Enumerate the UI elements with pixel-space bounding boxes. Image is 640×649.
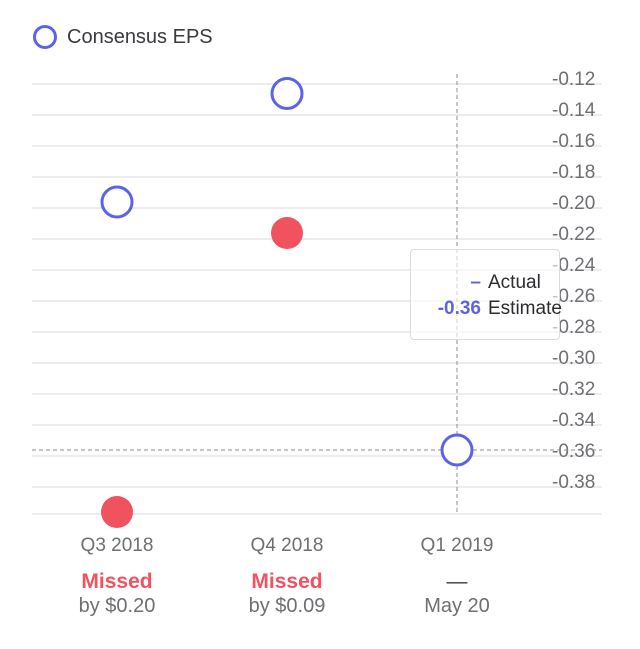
earnings-status: —	[446, 570, 468, 593]
x-category-q1-2019[interactable]: Q1 2019 — May 20	[367, 535, 547, 618]
y-tick-label: -0.18	[552, 162, 595, 183]
y-tick-label: -0.12	[552, 69, 595, 90]
x-category-q4-2018[interactable]: Q4 2018 Missed by $0.09	[197, 535, 377, 618]
actual-point	[101, 496, 133, 528]
x-category-q3-2018[interactable]: Q3 2018 Missed by $0.20	[27, 535, 207, 618]
tooltip-actual-value: –	[470, 272, 481, 293]
earnings-detail: by $0.09	[248, 595, 326, 617]
x-tick-label: Q1 2019	[420, 535, 494, 556]
x-tick-label: Q4 2018	[250, 535, 324, 556]
y-tick-label: -0.22	[552, 224, 595, 245]
earnings-detail: May 20	[424, 595, 490, 617]
y-tick-label: -0.34	[552, 410, 596, 431]
y-tick-label: -0.36	[552, 441, 595, 462]
earnings-status: Missed	[251, 570, 323, 593]
y-tick-label: -0.20	[552, 193, 595, 214]
crosshair-tooltip: – Actual -0.36 Estimate	[410, 249, 562, 340]
estimate-point	[100, 185, 134, 219]
x-tick-label: Q3 2018	[80, 535, 154, 556]
tooltip-estimate-value: -0.36	[437, 298, 481, 319]
y-tick-label: -0.30	[552, 348, 595, 369]
actual-point	[271, 217, 303, 249]
estimate-point	[270, 77, 304, 110]
y-tick-label: -0.28	[552, 317, 595, 338]
earnings-detail: by $0.20	[78, 595, 156, 617]
legend-label: Consensus EPS	[67, 25, 213, 48]
y-tick-label: -0.14	[552, 100, 596, 121]
y-tick-label: -0.16	[552, 131, 595, 152]
y-tick-label: -0.26	[552, 286, 595, 307]
eps-chart: -0.12 -0.14 -0.16 -0.18 -0.20 -0.22 -0.24 -0.26…	[32, 69, 602, 528]
y-tick-label: -0.24	[552, 255, 596, 276]
estimate-point	[440, 433, 474, 467]
y-tick-label: -0.38	[552, 472, 595, 493]
earnings-status: Missed	[81, 570, 153, 593]
y-tick-label: -0.32	[552, 379, 595, 400]
chart-legend: Consensus EPS	[33, 25, 213, 49]
tooltip-estimate-label: Estimate	[488, 298, 562, 319]
hollow-circle-icon	[33, 25, 57, 49]
tooltip-actual-label: Actual	[488, 272, 541, 293]
